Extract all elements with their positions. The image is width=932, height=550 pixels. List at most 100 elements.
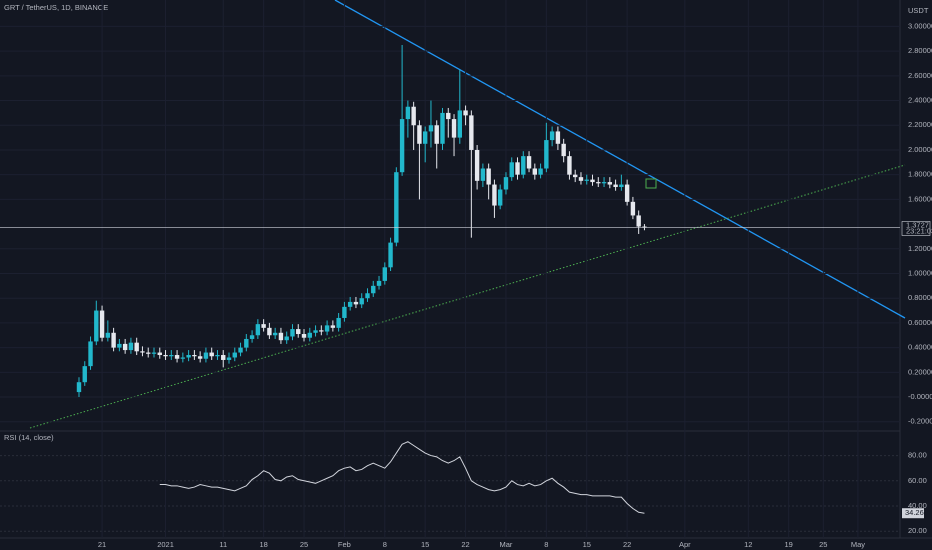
x-tick-label: Mar	[500, 540, 513, 549]
candle-body	[561, 143, 566, 157]
candle-body	[469, 115, 474, 150]
x-tick-label: 8	[383, 540, 387, 549]
candle-body	[446, 112, 451, 120]
candle-body	[342, 306, 347, 318]
candle-body	[272, 332, 278, 336]
candle-body	[497, 189, 503, 206]
candle-body	[117, 343, 122, 348]
candle-body	[492, 184, 497, 206]
candle-body	[255, 324, 261, 336]
candle-body	[457, 110, 463, 138]
x-tick-label: 12	[744, 540, 752, 549]
x-tick-label: 21	[98, 540, 106, 549]
candle-body	[521, 156, 526, 175]
candle-body	[76, 382, 82, 393]
candle-body	[278, 332, 284, 341]
candle-body	[549, 131, 555, 141]
candle-body	[186, 355, 191, 358]
candle-body	[584, 179, 589, 181]
x-tick-label: 19	[785, 540, 793, 549]
candle-body	[336, 317, 341, 328]
candle-body	[111, 332, 116, 348]
candle-body	[480, 168, 486, 181]
candle-body	[203, 352, 209, 359]
candle-body	[324, 325, 330, 332]
candle-body	[417, 125, 422, 144]
candle-body	[538, 168, 543, 175]
candle-body	[221, 355, 226, 360]
candle-body	[503, 177, 509, 190]
x-tick-label: 22	[461, 540, 469, 549]
candle-body	[642, 226, 647, 228]
candle-body	[509, 162, 514, 178]
rsi-last-label: 34.26	[905, 508, 924, 517]
candle-body	[134, 342, 139, 352]
rsi-tick-label: 60.00	[908, 476, 927, 485]
rsi-line	[159, 441, 645, 514]
candle-body	[532, 168, 538, 175]
candle-body	[163, 355, 168, 357]
candle-body	[347, 301, 353, 307]
candle-body	[319, 330, 324, 332]
candle-body	[544, 140, 549, 169]
candle-body	[301, 334, 307, 338]
candle-body	[463, 110, 468, 116]
candle-body	[526, 156, 532, 169]
candle-body	[290, 329, 295, 337]
candle-body	[244, 338, 249, 348]
candle-body	[515, 162, 520, 175]
x-tick-label: May	[851, 540, 865, 549]
x-tick-label: 2021	[157, 540, 174, 549]
rsi-tick-label: 40.00	[908, 501, 927, 510]
candle-body	[157, 352, 162, 356]
x-tick-label: 25	[300, 540, 308, 549]
candle-body	[209, 352, 214, 357]
x-tick-label: 18	[259, 540, 267, 549]
x-tick-label: Feb	[338, 540, 351, 549]
candle-body	[394, 172, 399, 243]
candle-body	[140, 351, 145, 353]
candle-body	[382, 267, 387, 281]
candle-body	[607, 182, 613, 185]
x-tick-label: 22	[623, 540, 631, 549]
candle-body	[590, 179, 595, 183]
candle-body	[555, 131, 561, 144]
candle-body	[128, 342, 134, 351]
candle-body	[82, 366, 87, 383]
last-price-label: 1.3727	[906, 220, 929, 229]
candle-body	[613, 184, 618, 188]
chart-title: GRT / TetherUS, 1D, BINANCE	[4, 3, 108, 12]
candle-body	[105, 332, 111, 338]
candle-body	[197, 356, 203, 359]
candle-body	[578, 177, 584, 181]
candle-body	[313, 330, 318, 333]
candle-body	[88, 341, 93, 367]
candle-body	[636, 215, 641, 227]
candle-body	[94, 310, 99, 342]
candle-body	[411, 106, 416, 126]
candle-body	[226, 357, 232, 360]
countdown-label: 23:21:03	[906, 226, 932, 235]
candle-body	[474, 149, 480, 181]
candle-body	[146, 352, 151, 354]
candle-body	[440, 112, 445, 144]
candle-body	[486, 168, 491, 185]
candle-body	[151, 352, 157, 354]
candle-body	[284, 336, 289, 341]
rsi-last-box	[902, 508, 924, 519]
rsi-tick-label: 80.00	[908, 451, 927, 460]
candle-body	[122, 343, 128, 351]
candle-body	[567, 156, 572, 175]
y-tick-label: -0.20000	[908, 417, 932, 426]
currency-label: USDT	[908, 6, 929, 15]
candle-body	[596, 182, 601, 184]
candle-body	[232, 352, 237, 358]
